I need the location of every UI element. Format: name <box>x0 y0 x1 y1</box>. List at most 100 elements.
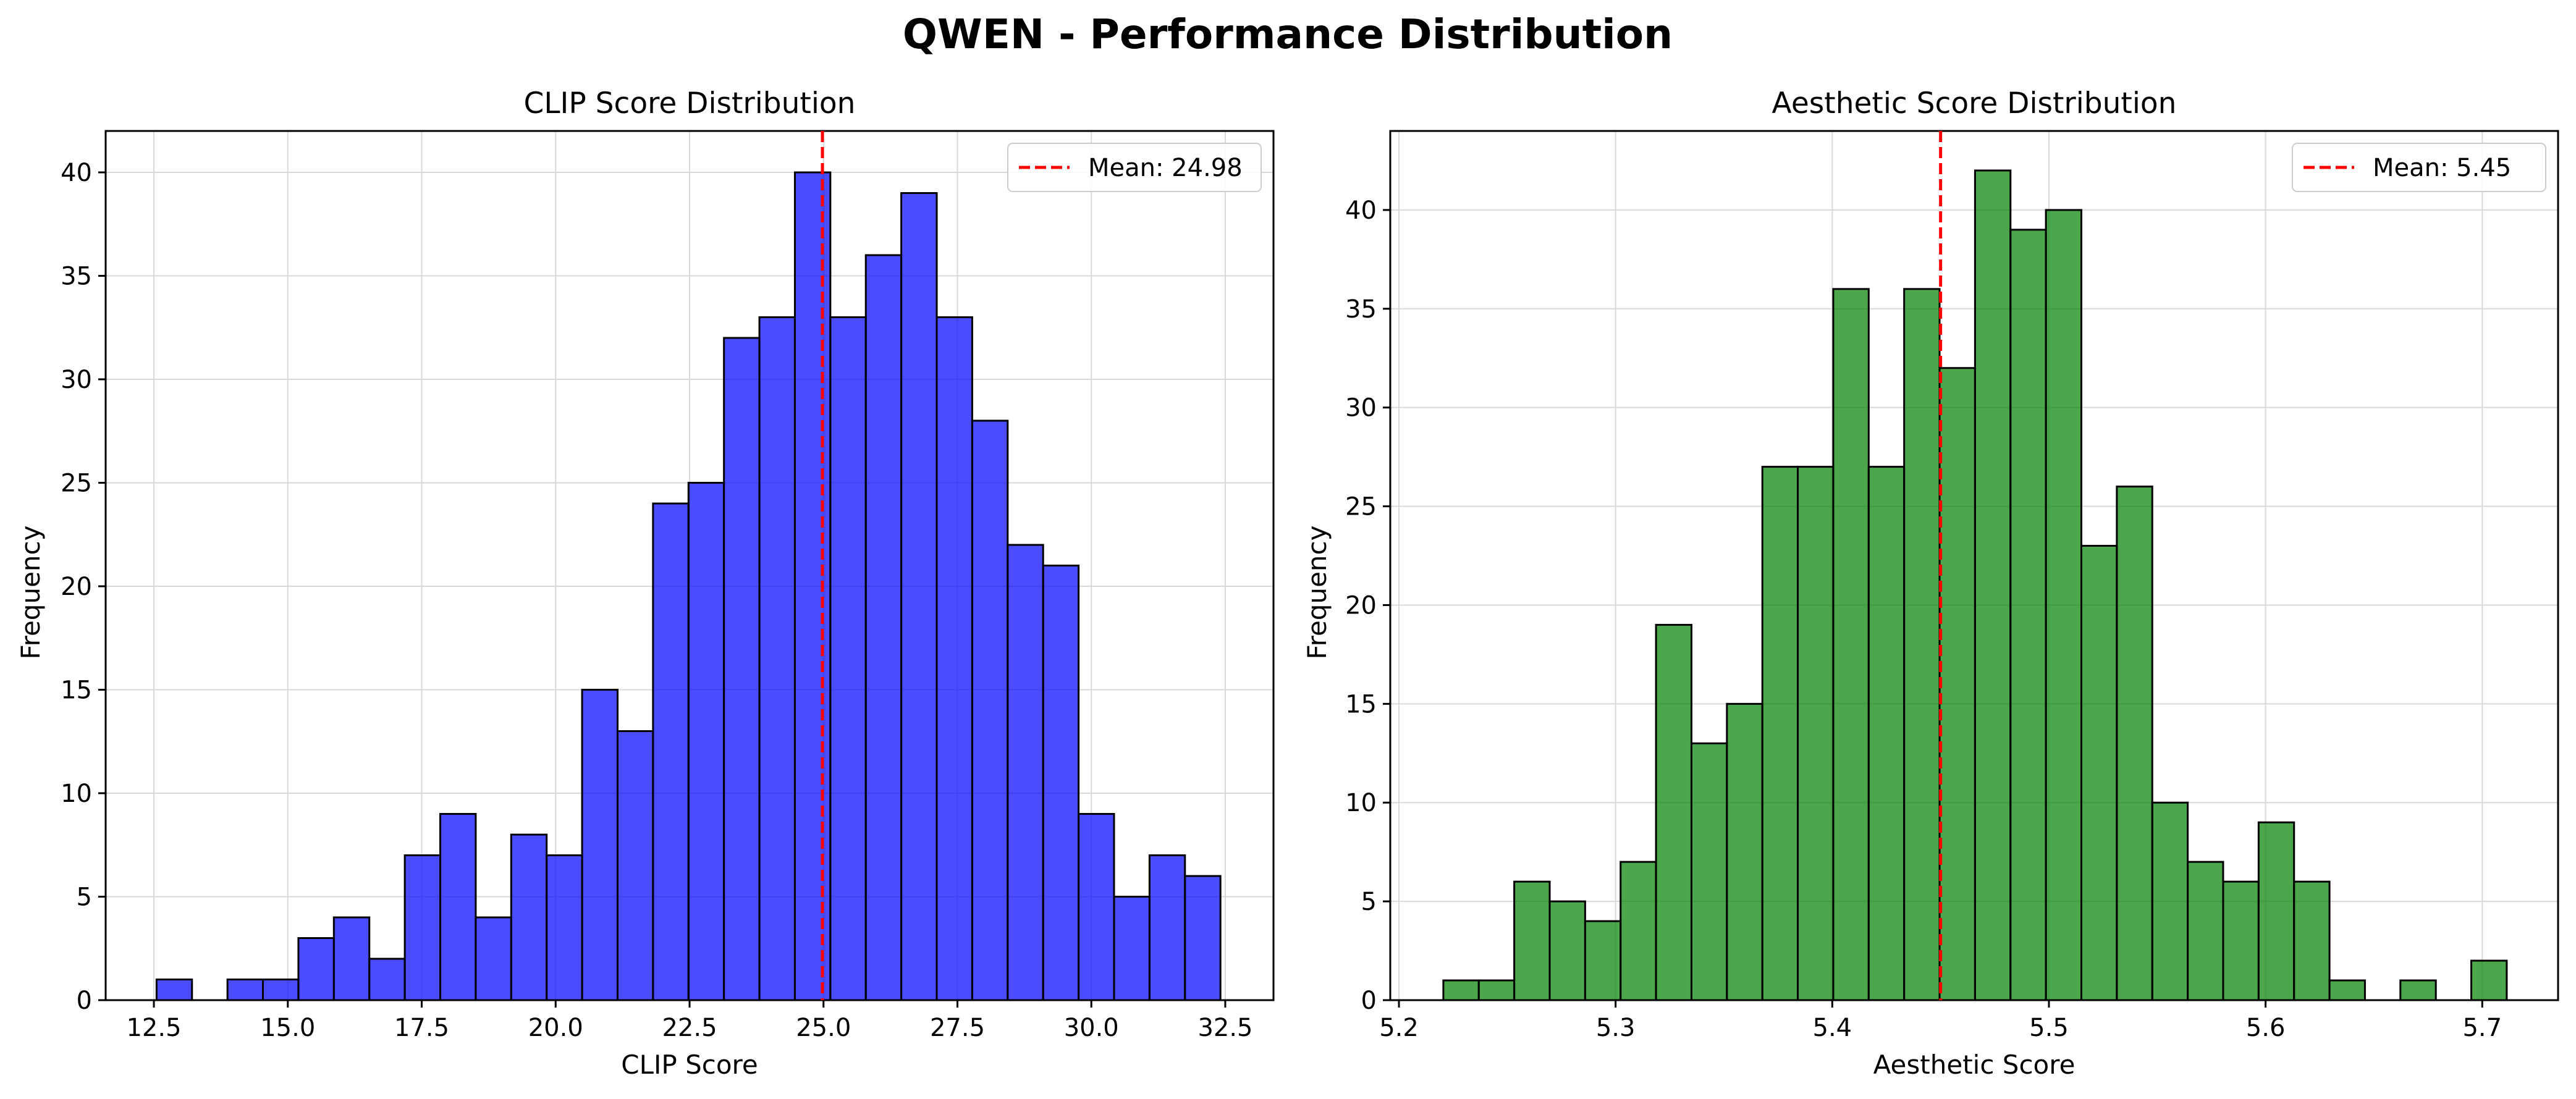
clip-histogram-bar <box>652 502 690 1001</box>
clip-histogram-bar <box>262 979 300 1001</box>
clip-histogram-bar <box>439 813 477 1001</box>
aesthetic-histogram-bar <box>2116 486 2153 1001</box>
aesthetic-histogram-bar <box>1938 367 1976 1001</box>
aesthetic-histogram-bar <box>2187 861 2224 1001</box>
aesthetic-histogram-bar <box>1761 466 1799 1001</box>
clip-histogram-bar <box>475 916 512 1001</box>
clip-histogram-bar <box>1184 875 1222 1001</box>
clip-histogram-bar <box>1078 813 1115 1001</box>
aesthetic-histogram-bar <box>2080 545 2118 1001</box>
aesthetic-histogram-bars <box>1442 169 2508 1001</box>
clip-histogram-bar <box>971 419 1009 1001</box>
clip-chart-title: CLIP Score Distribution <box>524 86 856 120</box>
clip-histogram-bars <box>155 171 1222 1001</box>
aesthetic-axis-ticks: 5.2 5.3 5.4 5.5 5.6 5.7 0 5 10 15 20 25 30 35 40 <box>1345 196 2502 1042</box>
figure-title: QWEN - Performance Distribution <box>903 11 1673 58</box>
aesthetic-legend-box <box>2292 143 2546 192</box>
clip-legend-box <box>1007 143 1262 192</box>
clip-legend-label: Mean: 24.98 <box>1088 154 1243 182</box>
aesthetic-x-tick-label: 5.5 <box>2029 1014 2069 1042</box>
clip-y-tick-label: 30 <box>61 366 92 394</box>
aesthetic-histogram-bar <box>1442 979 1480 1001</box>
clip-histogram-bar <box>829 316 867 1001</box>
clip-y-tick-label: 25 <box>61 469 92 498</box>
aesthetic-histogram-bar <box>1620 861 1657 1001</box>
aesthetic-y-tick-label: 40 <box>1345 196 1377 225</box>
clip-histogram-bar <box>297 937 335 1001</box>
clip-histogram-bar <box>935 316 973 1001</box>
clip-histogram-bar <box>758 316 796 1001</box>
clip-histogram-bar <box>155 979 193 1001</box>
aesthetic-legend: Mean: 5.45 <box>2292 143 2546 192</box>
clip-y-tick-label: 20 <box>61 573 92 601</box>
clip-histogram-bar <box>546 854 583 1001</box>
aesthetic-histogram-bar <box>2222 880 2260 1001</box>
aesthetic-plot-frame <box>1389 130 2559 1001</box>
aesthetic-histogram-bar <box>2045 209 2083 1001</box>
aesthetic-histogram-bar <box>2257 821 2295 1001</box>
clip-score-panel: CLIP Score Distribution CLIP Score Frequ… <box>15 86 1275 1080</box>
clip-histogram-bar <box>368 958 406 1001</box>
aesthetic-score-panel: Aesthetic Score Distribution Aesthetic S… <box>1302 86 2559 1080</box>
aesthetic-x-tick-label: 5.6 <box>2246 1014 2286 1042</box>
clip-histogram-bar <box>226 979 264 1001</box>
aesthetic-histogram-bar <box>1690 742 1728 1001</box>
clip-x-tick-label: 17.5 <box>394 1014 449 1042</box>
aesthetic-histogram-bar <box>1974 169 2012 1001</box>
clip-x-tick-label: 20.0 <box>528 1014 583 1042</box>
aesthetic-histogram-bar <box>2009 229 2047 1001</box>
aesthetic-histogram-bar <box>1867 466 1906 1001</box>
clip-histogram-bar <box>687 482 725 1001</box>
aesthetic-y-tick-label: 30 <box>1345 394 1377 423</box>
clip-histogram-bar <box>581 689 619 1001</box>
aesthetic-y-tick-label: 20 <box>1345 591 1377 620</box>
clip-y-tick-label: 15 <box>61 676 92 705</box>
clip-axis-ticks: 12.5 15.0 17.5 20.0 22.5 25.0 27.5 30.0 32.5 0 5 10… <box>61 159 1252 1042</box>
clip-y-tick-label: 0 <box>77 987 92 1015</box>
aesthetic-y-tick-label: 15 <box>1345 690 1377 718</box>
clip-histogram-bar <box>723 337 761 1001</box>
clip-x-tick-label: 30.0 <box>1064 1014 1119 1042</box>
aesthetic-y-axis-label: Frequency <box>1302 526 1332 660</box>
clip-x-tick-label: 12.5 <box>126 1014 181 1042</box>
aesthetic-histogram-bar <box>1584 920 1622 1001</box>
clip-histogram-bar <box>1113 896 1151 1001</box>
aesthetic-histogram-bar <box>1903 288 1941 1001</box>
clip-histogram-bar <box>332 916 371 1001</box>
aesthetic-histogram-bar <box>1655 623 1692 1001</box>
clip-y-tick-label: 5 <box>77 883 92 912</box>
clip-histogram-bar <box>793 171 832 1001</box>
clip-histogram-bar <box>403 854 442 1001</box>
clip-x-tick-label: 27.5 <box>930 1014 985 1042</box>
aesthetic-chart-title: Aesthetic Score Distribution <box>1772 86 2177 120</box>
aesthetic-histogram-bar <box>1548 900 1586 1001</box>
clip-x-tick-label: 25.0 <box>796 1014 851 1042</box>
aesthetic-histogram-bar <box>1797 466 1835 1001</box>
aesthetic-x-tick-label: 5.3 <box>1596 1014 1636 1042</box>
aesthetic-x-tick-label: 5.2 <box>1379 1014 1419 1042</box>
clip-histogram-bar <box>1148 854 1186 1001</box>
clip-histogram-bar <box>900 192 938 1001</box>
aesthetic-histogram-bar <box>1832 288 1870 1001</box>
clip-y-tick-label: 40 <box>61 159 92 187</box>
clip-x-axis-label: CLIP Score <box>621 1050 758 1080</box>
aesthetic-histogram-bar <box>1513 880 1551 1001</box>
clip-histogram-bar <box>1007 544 1044 1001</box>
clip-x-tick-label: 22.5 <box>662 1014 717 1042</box>
clip-histogram-bar <box>864 254 903 1001</box>
aesthetic-x-tick-label: 5.7 <box>2462 1014 2502 1042</box>
aesthetic-y-tick-label: 0 <box>1361 987 1377 1015</box>
aesthetic-histogram-bar <box>2293 880 2331 1001</box>
clip-histogram-bar <box>1042 565 1080 1001</box>
clip-histogram-bar <box>510 833 548 1001</box>
aesthetic-y-tick-label: 10 <box>1345 789 1377 817</box>
aesthetic-legend-label: Mean: 5.45 <box>2373 154 2511 182</box>
clip-y-axis-label: Frequency <box>15 526 46 660</box>
clip-plot-frame <box>104 130 1275 1001</box>
aesthetic-histogram-bar <box>2399 979 2437 1001</box>
aesthetic-histogram-bar <box>2328 979 2366 1001</box>
aesthetic-x-tick-label: 5.4 <box>1813 1014 1852 1042</box>
aesthetic-histogram-bar <box>1726 702 1763 1001</box>
clip-y-tick-label: 10 <box>61 780 92 808</box>
